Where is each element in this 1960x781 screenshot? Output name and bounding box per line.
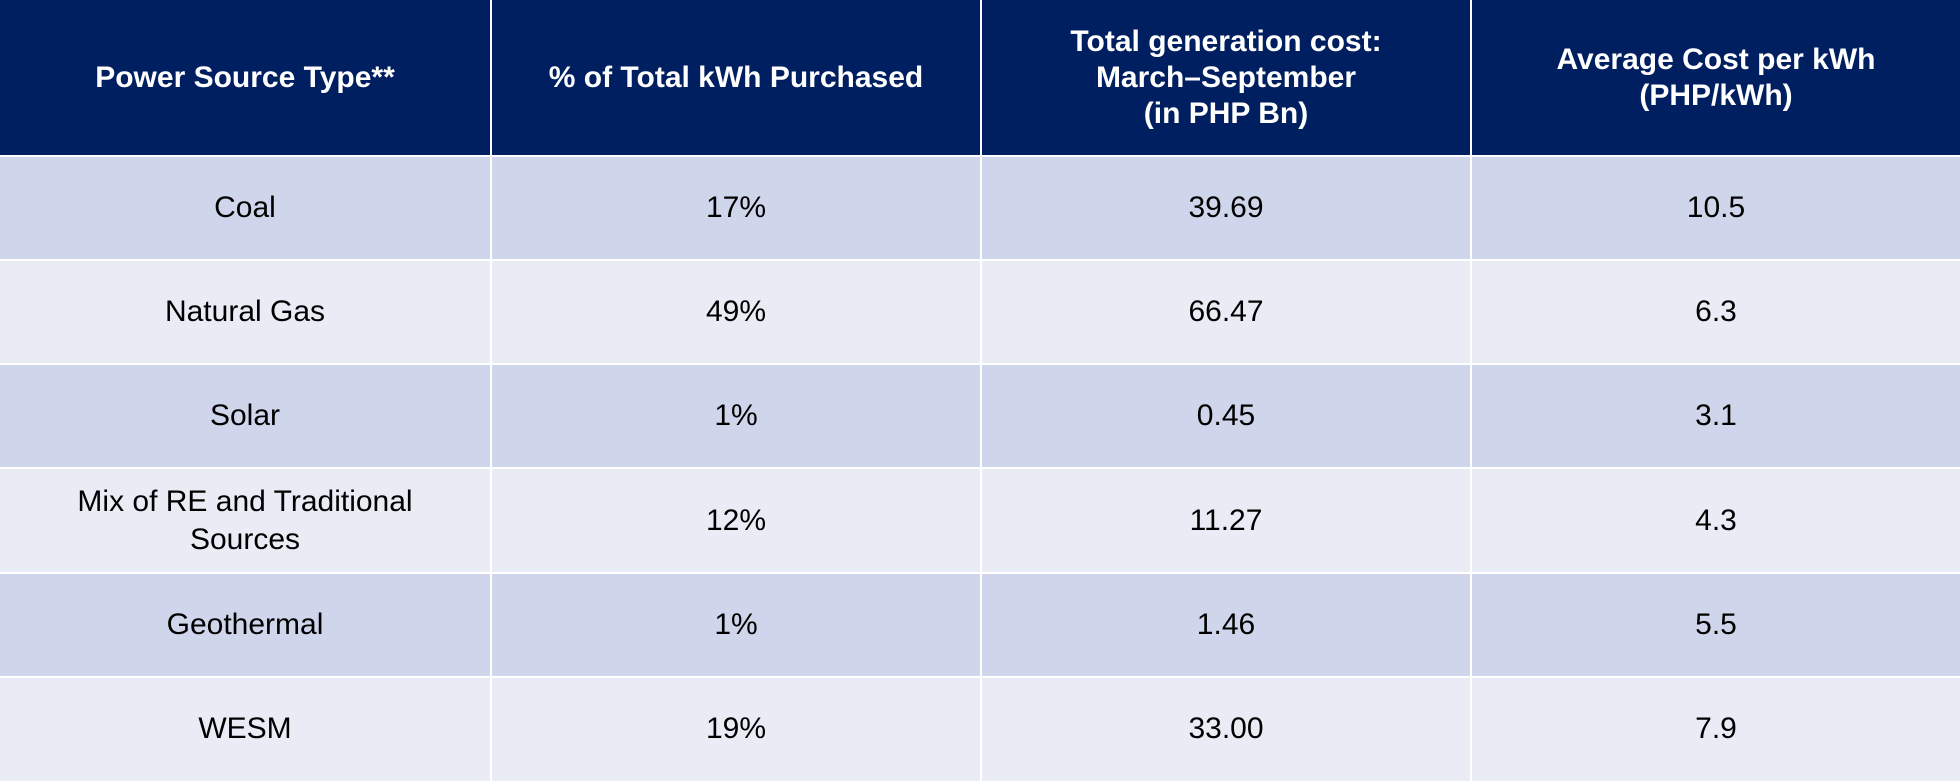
- table-row: WESM 19% 33.00 7.9: [0, 676, 1960, 781]
- cell-power-source: Solar: [0, 364, 492, 470]
- cell-pct-kwh: 12%: [491, 468, 982, 574]
- header-line: Average Cost per kWh: [1556, 42, 1876, 76]
- cell-pct-kwh: 1%: [491, 364, 982, 470]
- cell-pct-kwh: 49%: [491, 260, 982, 366]
- table-row: Geothermal 1% 1.46 5.5: [0, 572, 1960, 678]
- header-line: % of Total kWh Purchased: [548, 60, 924, 94]
- cell-avg-cost: 6.3: [1471, 260, 1960, 366]
- cell-pct-kwh: 1%: [491, 572, 982, 678]
- header-line: Total generation cost:: [1070, 24, 1382, 58]
- cell-avg-cost: 4.3: [1471, 468, 1960, 574]
- cell-total-cost: 1.46: [981, 572, 1472, 678]
- table-body: Coal 17% 39.69 10.5 Natural Gas 49% 66.4…: [0, 156, 1960, 781]
- cell-avg-cost: 5.5: [1471, 572, 1960, 678]
- header-power-source-type: Power Source Type**: [0, 0, 492, 157]
- header-pct-kwh-purchased: % of Total kWh Purchased: [491, 0, 982, 157]
- cell-power-source: WESM: [0, 676, 492, 781]
- header-line: March–September: [1095, 60, 1357, 94]
- table-row: Coal 17% 39.69 10.5: [0, 156, 1960, 262]
- header-line: Power Source Type**: [95, 60, 395, 94]
- cell-total-cost: 11.27: [981, 468, 1472, 574]
- cell-power-source: Coal: [0, 156, 492, 262]
- cell-avg-cost: 10.5: [1471, 156, 1960, 262]
- cell-total-cost: 66.47: [981, 260, 1472, 366]
- header-row: Power Source Type** % of Total kWh Purch…: [0, 0, 1960, 157]
- table-row: Solar 1% 0.45 3.1: [0, 364, 1960, 470]
- table-row: Natural Gas 49% 66.47 6.3: [0, 260, 1960, 366]
- table-header: Power Source Type** % of Total kWh Purch…: [0, 0, 1960, 157]
- cell-pct-kwh: 19%: [491, 676, 982, 781]
- table-row: Mix of RE and Traditional Sources 12% 11…: [0, 468, 1960, 574]
- cell-avg-cost: 3.1: [1471, 364, 1960, 470]
- cell-avg-cost: 7.9: [1471, 676, 1960, 781]
- cell-total-cost: 0.45: [981, 364, 1472, 470]
- cell-power-source: Natural Gas: [0, 260, 492, 366]
- header-average-cost-per-kwh: Average Cost per kWh (PHP/kWh): [1471, 0, 1960, 157]
- cell-total-cost: 39.69: [981, 156, 1472, 262]
- header-total-generation-cost: Total generation cost: March–September (…: [981, 0, 1472, 157]
- header-line: (in PHP Bn): [1143, 96, 1309, 130]
- cell-power-source: Mix of RE and Traditional Sources: [0, 468, 492, 574]
- cell-pct-kwh: 17%: [491, 156, 982, 262]
- cell-total-cost: 33.00: [981, 676, 1472, 781]
- cell-power-source: Geothermal: [0, 572, 492, 678]
- header-line: (PHP/kWh): [1639, 78, 1793, 112]
